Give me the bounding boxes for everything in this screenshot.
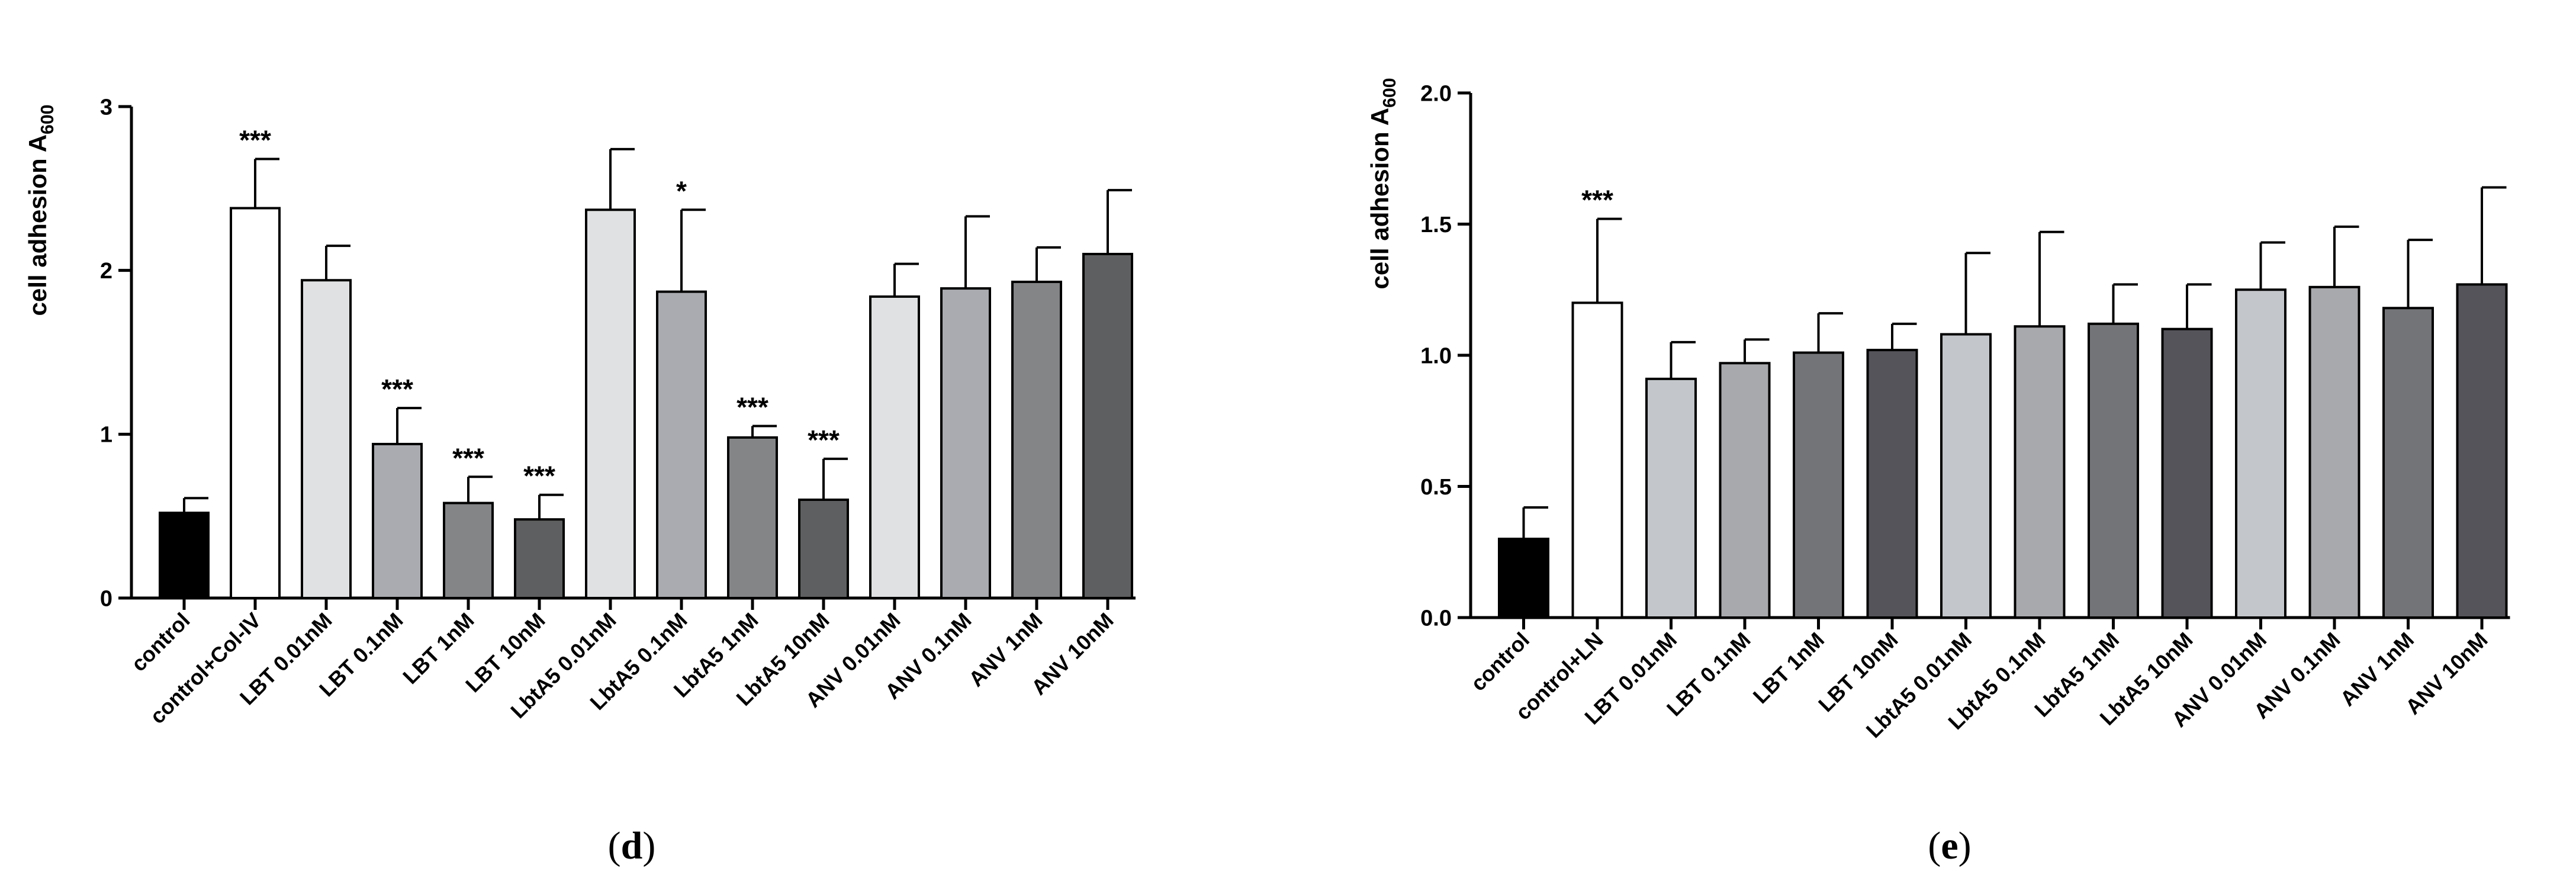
bar-d-7 <box>656 290 707 599</box>
bar-d-0 <box>159 512 210 600</box>
significance-label-e-1: *** <box>1581 185 1613 216</box>
y-tick-label-e: 0.0 <box>1420 606 1452 631</box>
significance-label-d-9: *** <box>808 425 840 455</box>
y-tick-label-e: 1.5 <box>1420 213 1452 237</box>
bar-d-1 <box>230 207 281 599</box>
bar-e-7 <box>2014 325 2066 619</box>
panel-label-d: (d) <box>608 824 656 867</box>
bar-e-2 <box>1645 377 1697 619</box>
bar-d-10 <box>869 295 920 599</box>
bar-d-12 <box>1011 281 1062 599</box>
bar-d-8 <box>727 436 778 599</box>
bar-d-6 <box>585 208 636 599</box>
y-tick-label-d: 0 <box>100 586 112 611</box>
bar-d-13 <box>1082 253 1133 599</box>
category-label-e-0: control <box>1466 628 1534 696</box>
y-tick-label-d: 1 <box>100 423 112 448</box>
y-tick-label-d: 3 <box>100 95 112 120</box>
bar-e-13 <box>2456 283 2508 619</box>
y-tick-label-e: 2.0 <box>1420 81 1452 106</box>
bar-d-9 <box>798 499 849 599</box>
bar-e-0 <box>1498 538 1549 619</box>
y-tick-label-e: 0.5 <box>1420 475 1452 500</box>
category-label-d-0: control <box>126 608 194 676</box>
bar-e-11 <box>2308 285 2360 619</box>
significance-label-d-3: *** <box>381 374 413 404</box>
significance-label-d-1: *** <box>239 125 271 156</box>
bar-e-12 <box>2382 307 2434 619</box>
bar-e-6 <box>1940 333 1992 619</box>
bar-e-9 <box>2161 327 2213 619</box>
significance-label-d-7: * <box>676 175 687 206</box>
y-tick-label-e: 1.0 <box>1420 343 1452 368</box>
y-tick-label-d: 2 <box>100 259 112 284</box>
y-axis-label-e: cell adhesion A600 <box>1366 78 1400 290</box>
bar-e-1 <box>1571 301 1623 619</box>
significance-label-d-8: *** <box>737 392 768 423</box>
bar-e-5 <box>1866 349 1918 619</box>
bar-e-8 <box>2088 322 2139 619</box>
bar-e-4 <box>1793 351 1844 619</box>
panel-label-e: (e) <box>1928 824 1971 867</box>
y-axis-label-d: cell adhesion A600 <box>24 105 57 316</box>
bar-d-11 <box>940 287 991 600</box>
bar-d-3 <box>372 442 423 600</box>
panel-e-chart: 0.0 0.5 1.0 1.5 2.0 cell adhesion A600 control… <box>1366 78 2510 867</box>
bar-e-3 <box>1719 362 1771 619</box>
bar-d-2 <box>301 279 352 599</box>
bar-e-10 <box>2235 288 2286 619</box>
bar-d-4 <box>443 502 494 599</box>
bar-d-5 <box>514 518 565 600</box>
significance-label-d-5: *** <box>523 461 555 491</box>
significance-label-d-4: *** <box>452 442 484 473</box>
